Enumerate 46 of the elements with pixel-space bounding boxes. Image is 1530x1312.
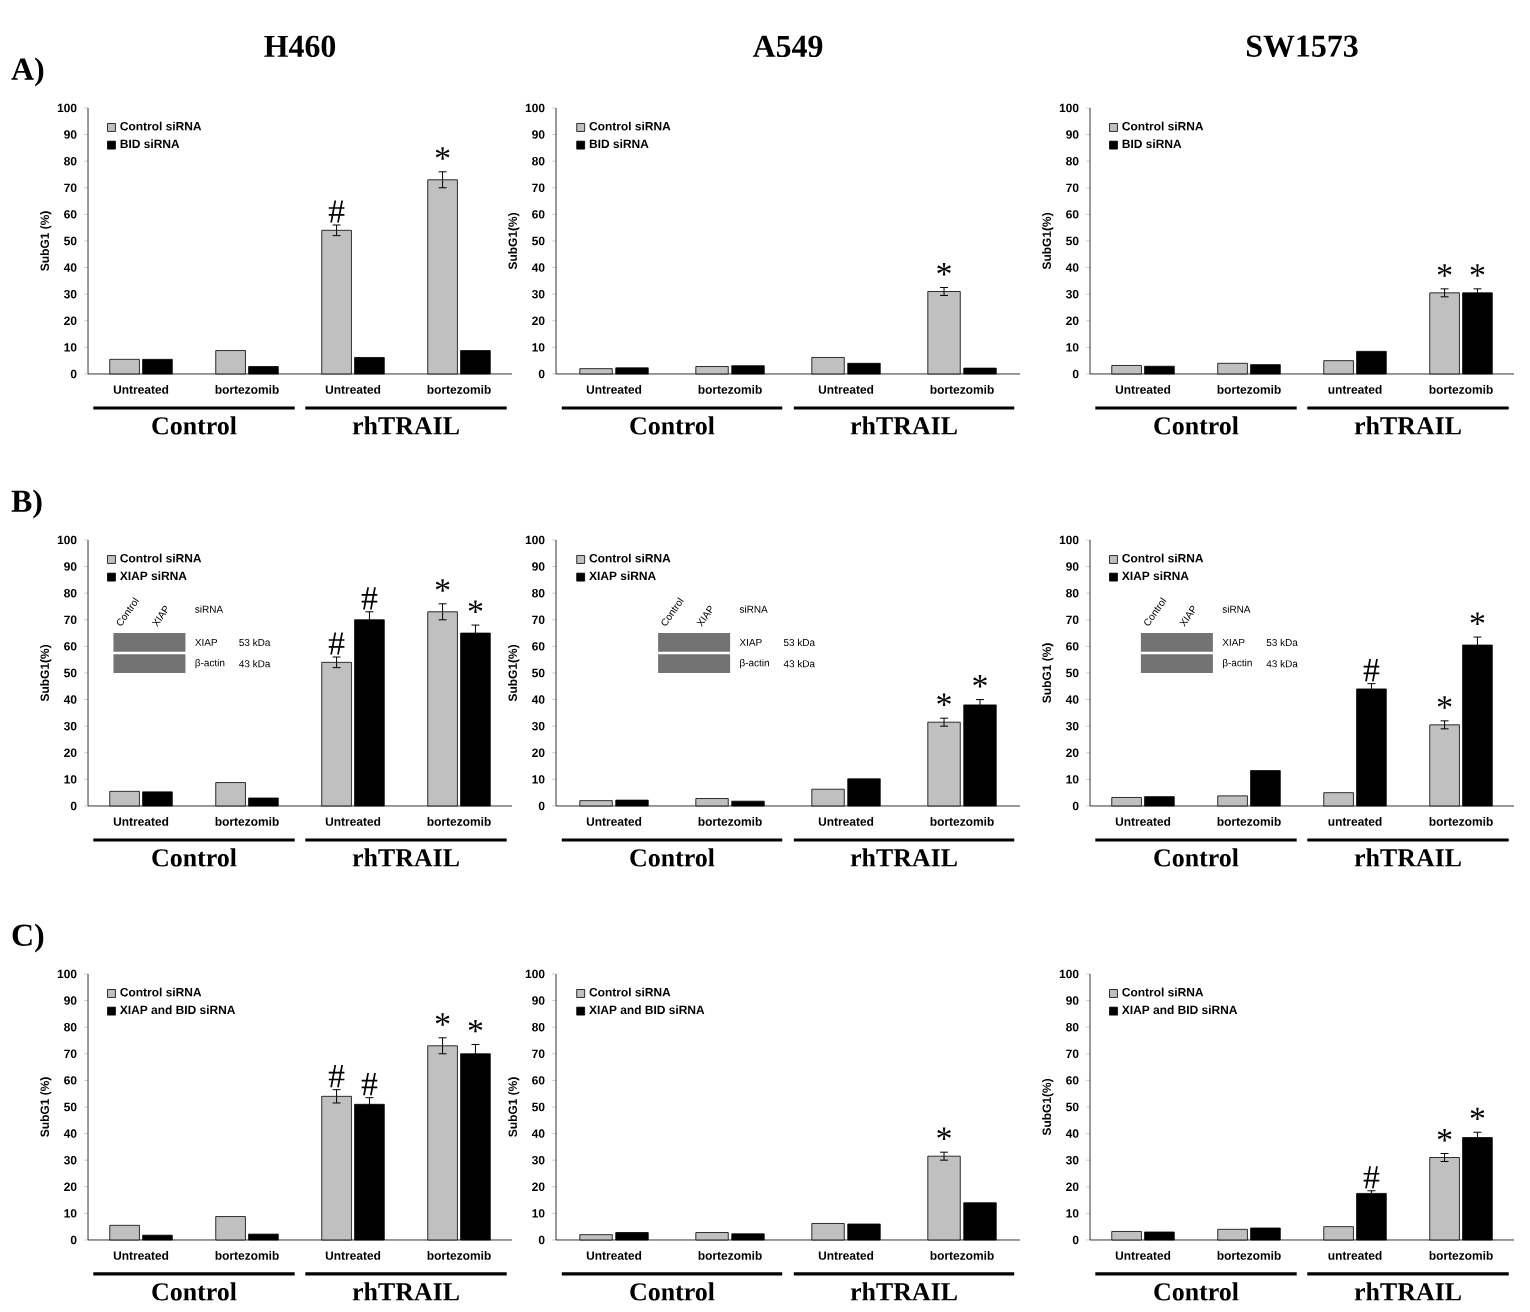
data-label: * (937, 262, 951, 276)
text: Control (152, 1282, 237, 1301)
data-label: # (361, 1073, 378, 1096)
text: Control (152, 416, 237, 435)
data-label: * (435, 579, 450, 592)
text: rhTRAIL (1354, 1282, 1461, 1301)
data-label: * (937, 1127, 951, 1141)
data-label: * (435, 147, 450, 160)
data-label: # (361, 587, 378, 610)
data-label: * (1470, 264, 1485, 277)
data-label: # (1363, 659, 1380, 682)
data-label: # (328, 1065, 345, 1088)
text: A) (11, 57, 44, 87)
data-label: * (435, 1013, 450, 1026)
data-label: * (973, 674, 987, 688)
data-label: * (468, 600, 483, 613)
text: rhTRAIL (352, 416, 459, 435)
data-label: # (1363, 1166, 1380, 1189)
data-label: * (1470, 612, 1485, 625)
data-label: * (1437, 264, 1452, 277)
text: rhTRAIL (850, 416, 957, 435)
chart-title: H460 (264, 35, 336, 58)
data-label: # (328, 200, 345, 223)
text: Control (152, 848, 237, 867)
data-label: * (1437, 696, 1452, 709)
text: B) (11, 489, 42, 519)
text: Control (630, 416, 715, 435)
data-label: * (468, 1019, 483, 1033)
chart-title: SW1573 (1247, 35, 1358, 58)
text: rhTRAIL (850, 848, 957, 867)
text: Control (630, 848, 715, 867)
data-label: # (328, 632, 345, 655)
text: Control (1154, 1282, 1239, 1301)
text: rhTRAIL (352, 848, 459, 867)
text: rhTRAIL (352, 1282, 459, 1301)
data-label: * (1470, 1107, 1485, 1121)
text: C) (12, 923, 44, 953)
text: Control (1154, 848, 1239, 867)
text: Control (1154, 416, 1239, 435)
data-label: * (1437, 1128, 1452, 1142)
text: Control (630, 1282, 715, 1301)
text: rhTRAIL (1354, 848, 1461, 867)
text: rhTRAIL (1354, 416, 1461, 435)
data-label: * (937, 693, 951, 707)
chart-title: A549 (752, 35, 823, 58)
text: rhTRAIL (850, 1282, 957, 1301)
